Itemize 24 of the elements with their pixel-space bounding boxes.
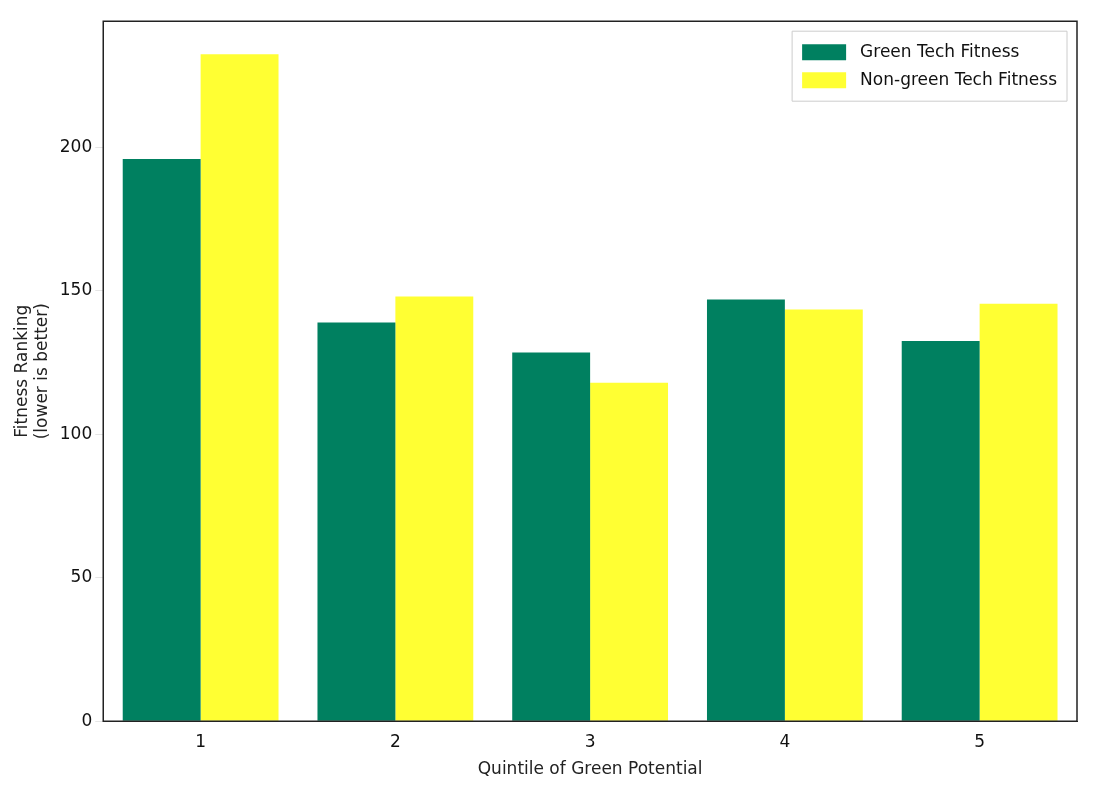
legend-label: Non-green Tech Fitness — [860, 68, 1058, 89]
y-tick-label: 0 — [81, 709, 93, 730]
x-axis-title: Quintile of Green Potential — [477, 758, 703, 779]
bar — [317, 322, 396, 721]
y-tick-label: 100 — [59, 422, 93, 443]
x-tick-label: 5 — [974, 730, 986, 751]
y-tick-label: 150 — [59, 279, 93, 300]
y-tick-label: 50 — [70, 566, 93, 587]
x-tick-label: 1 — [195, 730, 207, 751]
bar — [979, 303, 1058, 721]
legend-label: Green Tech Fitness — [860, 40, 1020, 61]
bar — [784, 309, 863, 721]
y-tick-label: 200 — [59, 135, 93, 156]
bar — [200, 54, 279, 721]
bar — [395, 296, 474, 721]
bar — [901, 341, 980, 721]
bar — [512, 352, 591, 721]
x-tick-label: 3 — [584, 730, 596, 751]
x-tick-label: 2 — [389, 730, 401, 751]
y-axis-title: Fitness Ranking (lower is better) — [10, 303, 52, 440]
bar — [706, 299, 785, 721]
x-tick-label: 4 — [779, 730, 791, 751]
bar — [590, 382, 669, 721]
bar — [122, 158, 201, 721]
